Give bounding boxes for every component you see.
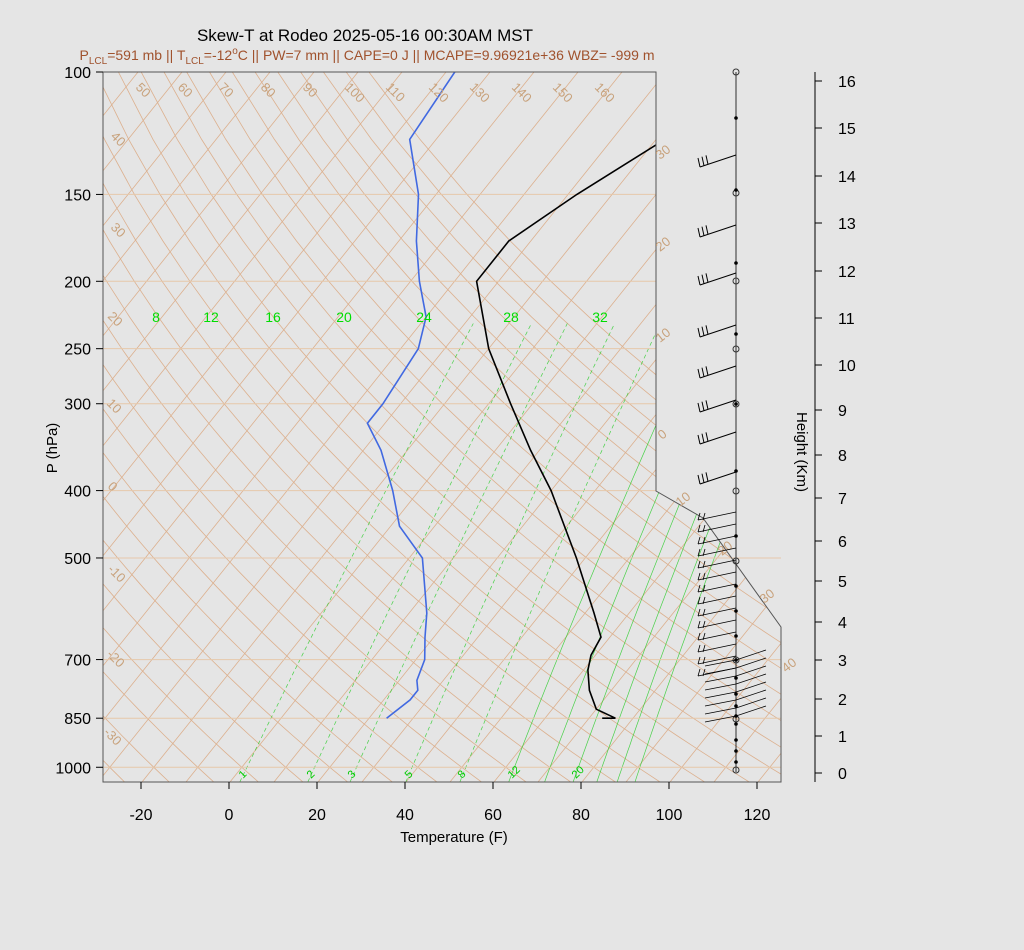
height-tick-label: 2 (838, 692, 847, 709)
isotherm-label: 0 (105, 479, 121, 495)
pressure-axis-ticks: 100 150 200 250 300 400 500 700 850 1000 (55, 65, 103, 777)
y-axis-label: P (hPa) (44, 423, 61, 474)
pressure-tick-label: 500 (64, 551, 91, 568)
wind-barbs (697, 68, 767, 774)
temperature-trace (475, 72, 777, 719)
mixing-ratio-label: 3 (346, 768, 359, 781)
chart-subtitle: PLCL=591 mb || TLCL=-12oC || PW=7 mm || … (80, 46, 655, 67)
pressure-tick-label: 100 (64, 65, 91, 82)
isotherm-label: -20 (104, 647, 128, 671)
isobar-lines (103, 71, 781, 768)
isotherm-label: 40 (108, 129, 129, 150)
isotherm-label: -30 (101, 725, 125, 749)
mixing-ratio-label: 20 (336, 309, 352, 325)
x-tick-label: 40 (396, 807, 414, 824)
mixing-ratio-label: 8 (152, 309, 160, 325)
mixing-ratio-label: 20 (570, 764, 587, 781)
mixing-ratio-label: 5 (403, 768, 416, 781)
pressure-tick-label: 700 (64, 653, 91, 670)
isotherm-label: 70 (216, 80, 237, 101)
background-grid (103, 72, 781, 782)
pressure-tick-label: 250 (64, 342, 91, 359)
height-tick-label: 1 (838, 729, 847, 746)
isotherm-label: 0 (655, 426, 670, 442)
height-tick-label: 15 (838, 121, 856, 138)
x-axis-label: Temperature (F) (400, 829, 508, 846)
height-tick-label: 11 (838, 311, 855, 328)
isotherm-label: 40 (779, 655, 800, 676)
isotherm-label: 10 (104, 396, 125, 417)
height-tick-label: 0 (838, 766, 847, 783)
height-tick-label: 10 (838, 358, 856, 375)
height-tick-label: 6 (838, 534, 847, 551)
pressure-tick-label: 850 (64, 711, 91, 728)
isotherm-label: 140 (509, 80, 535, 106)
mixing-ratio-label: 8 (456, 768, 469, 781)
isotherm-label: 150 (550, 80, 576, 106)
pressure-tick-label: 300 (64, 397, 91, 414)
isotherm-label: 110 (383, 80, 408, 105)
x-tick-label: 20 (308, 807, 326, 824)
isotherm-label: -10 (105, 562, 129, 586)
pressure-tick-label: 400 (64, 484, 91, 501)
mixing-ratio-label: 28 (503, 309, 519, 325)
isotherm-label: 160 (592, 80, 618, 106)
height-tick-label: 9 (838, 403, 847, 420)
plot-frame (102, 71, 782, 783)
x-tick-label: 60 (484, 807, 502, 824)
isotherm-label: 100 (342, 80, 368, 106)
mixing-ratio-label: 12 (506, 764, 523, 781)
mixing-ratio-label: 2 (305, 768, 318, 781)
height-axis-label: Height (Km) (793, 412, 810, 492)
isotherm-label: 130 (467, 80, 493, 106)
x-tick-label: 100 (656, 807, 683, 824)
mixing-ratio-label: 24 (416, 309, 432, 325)
x-tick-label: -20 (129, 807, 152, 824)
mixing-ratio-label: 12 (203, 309, 219, 325)
x-tick-label: 120 (744, 807, 771, 824)
pressure-tick-label: 150 (64, 187, 91, 204)
mixing-ratio-label: 16 (265, 309, 281, 325)
height-tick-label: 7 (838, 491, 847, 508)
height-tick-label: 14 (838, 169, 856, 186)
height-tick-label: 4 (838, 615, 847, 632)
pressure-tick-label: 200 (64, 274, 91, 291)
sounding-traces (366, 72, 777, 719)
mixing-ratio-label: 1 (237, 768, 250, 781)
dewpoint-trace (366, 72, 456, 719)
pressure-tick-label: 1000 (55, 760, 91, 777)
height-tick-label: 8 (838, 448, 847, 465)
x-tick-label: 80 (572, 807, 590, 824)
x-axis-ticks: -20 0 20 40 60 80 100 120 (129, 782, 770, 824)
height-tick-label: 16 (838, 74, 856, 91)
isotherm-label: 50 (133, 80, 154, 101)
height-tick-label: 5 (838, 574, 847, 591)
height-tick-label: 3 (838, 653, 847, 670)
isotherm-label: 20 (715, 538, 736, 559)
chart-title: Skew-T at Rodeo 2025-05-16 00:30AM MST (197, 26, 533, 45)
height-tick-label: 12 (838, 264, 856, 281)
x-tick-label: 0 (225, 807, 234, 824)
isotherm-label: 10 (673, 489, 694, 510)
height-tick-label: 13 (838, 216, 856, 233)
mixing-ratio-label: 32 (592, 309, 608, 325)
